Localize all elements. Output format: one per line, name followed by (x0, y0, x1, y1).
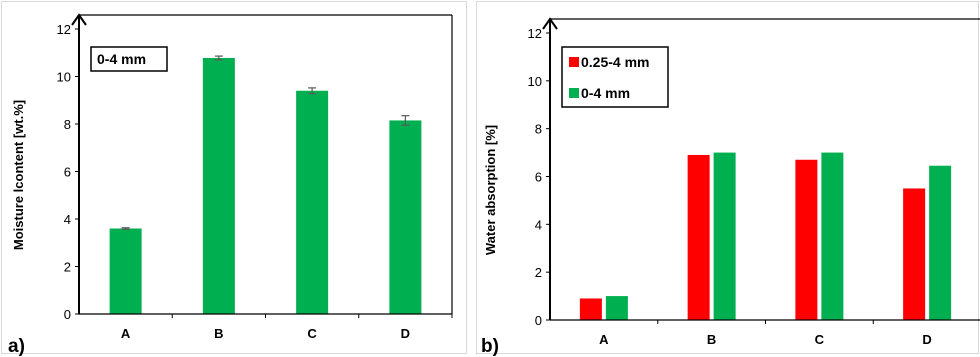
panel-b-legend-label-2: 0-4 mm (581, 85, 630, 101)
panel-a-legend: 0-4 mm (90, 46, 168, 72)
panel-a-y-axis-label: Moisture lcontent [wt.%] (11, 100, 26, 250)
panel-b-legend-box (561, 46, 669, 108)
panel-b-bar-0-4-mm-C (821, 152, 844, 320)
panel-b-bar-0-4-mm-B (713, 152, 736, 320)
panel-b-y-tick-label-0: 0 (535, 313, 542, 328)
panel-a: Moisture lcontent [wt.%] 0 2 4 6 8 10 12 A B C D a… (1, 1, 467, 357)
panel-b-y-tick-label-4: 8 (535, 122, 542, 137)
panel-b-y-tick-label-1: 2 (535, 265, 542, 280)
panel-b-legend: 0.25-4 mm 0-4 mm (561, 46, 669, 108)
panel-b-legend-label-1: 0.25-4 mm (581, 54, 649, 70)
panel-b-x-tick-label-D: D (922, 332, 931, 347)
panel-a-bar-0-4-mm-B (202, 57, 235, 314)
panel-a-legend-label: 0-4 mm (97, 51, 146, 67)
panel-a-x-tick-label-B: B (214, 326, 223, 341)
panel-a-bar-0-4-mm-A (109, 228, 142, 314)
panel-a-y-tick-label-0: 0 (64, 307, 71, 322)
panel-a-bar-0-4-mm-C (296, 90, 329, 314)
panel-b-bar-0-25-4-mm-A (579, 298, 602, 320)
panel-a-bar-0-4-mm-D (389, 120, 422, 314)
panel-a-x-tick-label-A: A (121, 326, 131, 341)
panel-b-y-tick-label-3: 6 (535, 170, 542, 185)
panel-a-y-tick-label-3: 6 (64, 165, 71, 180)
panel-b-label: b) (481, 336, 499, 357)
panel-b-legend-swatch-2 (569, 88, 579, 98)
panel-b-x-tick-label-C: C (815, 332, 825, 347)
panel-b-bar-0-25-4-mm-C (795, 159, 818, 320)
panel-b-y-tick-label-6: 12 (528, 26, 542, 41)
panel-b-y-tick-label-5: 10 (528, 74, 542, 89)
panel-a-y-tick-label-5: 10 (57, 70, 71, 85)
panel-a-plot-area: 0 2 4 6 8 10 12 A B C D (57, 13, 453, 341)
panel-a-label: a) (8, 336, 25, 357)
panel-a-legend-box (90, 46, 168, 72)
panel-b-bar-0-4-mm-D (929, 165, 952, 320)
panel-b-y-axis-label: Water absorption [%] (483, 125, 498, 255)
panel-a-y-tick-label-2: 4 (64, 212, 71, 227)
panel-a-y-tick-label-1: 2 (64, 260, 71, 275)
panel-b: Water absorption [%] 0 2 4 6 8 10 12 A B C D b) 0.… (476, 1, 980, 357)
panel-a-x-tick-label-C: C (307, 326, 317, 341)
panel-b-bar-0-25-4-mm-D (903, 188, 926, 320)
panel-a-y-tick-label-6: 12 (57, 22, 71, 37)
panel-b-bar-0-4-mm-A (605, 296, 628, 320)
panel-a-y-tick-label-4: 8 (64, 117, 71, 132)
panel-a-x-tick-label-D: D (401, 326, 410, 341)
panel-b-plot-area: 0 2 4 6 8 10 12 A B C D (528, 17, 980, 347)
panel-b-bar-0-25-4-mm-B (687, 154, 710, 320)
panel-b-y-tick-label-2: 4 (535, 217, 542, 232)
panel-b-x-tick-label-B: B (707, 332, 716, 347)
panel-b-legend-swatch-1 (569, 57, 579, 67)
panel-b-x-tick-label-A: A (599, 332, 609, 347)
